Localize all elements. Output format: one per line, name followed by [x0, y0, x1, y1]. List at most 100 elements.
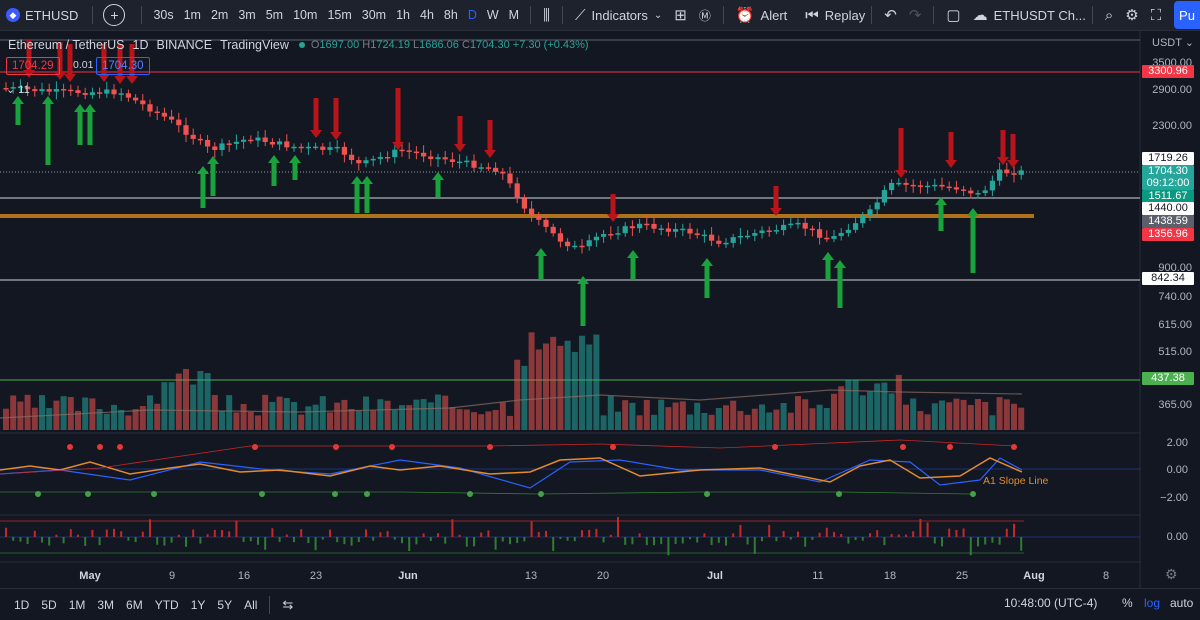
- candle: [125, 93, 131, 98]
- candle: [795, 222, 801, 225]
- candle: [183, 125, 189, 135]
- buy-price-button[interactable]: 1704.30: [96, 57, 150, 75]
- candle: [521, 198, 527, 209]
- volume-ma-line: [0, 389, 1023, 419]
- undo-icon[interactable]: ↶: [884, 7, 897, 24]
- layout-square-icon[interactable]: ▢: [946, 7, 961, 24]
- range-5d[interactable]: 5D: [41, 597, 57, 612]
- replay-button[interactable]: ⏮ Replay: [799, 0, 865, 30]
- symbol-search-button[interactable]: ◆ ETHUSD: [0, 0, 86, 30]
- search-icon[interactable]: ⌕: [1104, 6, 1114, 24]
- publish-button[interactable]: Pu: [1174, 1, 1200, 29]
- histogram-bar: [199, 537, 202, 544]
- bearish-signal-dot: [333, 444, 339, 450]
- volume-bar: [255, 415, 261, 430]
- candle: [442, 157, 448, 160]
- log-scale-toggle[interactable]: log: [1144, 596, 1161, 610]
- histogram-bar: [5, 527, 7, 537]
- interval-30m[interactable]: 30m: [361, 8, 387, 22]
- layout-name-button[interactable]: ☁ ETHUSDT Ch...: [967, 0, 1086, 30]
- goto-date-calendar-icon[interactable]: ⇆: [282, 596, 294, 612]
- histogram-bar: [444, 537, 447, 544]
- m-circle-icon[interactable]: Ⓜ: [698, 8, 711, 23]
- candle: [953, 187, 959, 190]
- histogram-bar: [451, 519, 454, 537]
- histogram-bar: [645, 537, 648, 546]
- indicators-button[interactable]: ⟋ Indicators ⌄: [569, 0, 668, 30]
- volume-bar: [579, 335, 585, 430]
- sell-signal-arrow: [26, 40, 32, 72]
- volume-bar: [442, 395, 449, 430]
- volume-bar: [211, 395, 218, 430]
- time-tick: Jul: [707, 570, 723, 582]
- candle: [737, 235, 743, 238]
- percent-scale-toggle[interactable]: %: [1122, 596, 1133, 610]
- range-1y[interactable]: 1Y: [190, 597, 206, 612]
- buy-signal-arrow: [210, 162, 216, 196]
- axis-settings-gear-icon[interactable]: ⚙: [1165, 566, 1178, 582]
- timezone-clock[interactable]: 10:48:00 (UTC-4): [1004, 596, 1098, 610]
- candle: [845, 229, 851, 233]
- candle: [536, 215, 542, 220]
- histogram-bar: [775, 537, 778, 542]
- interval-2m[interactable]: 2m: [210, 8, 229, 22]
- interval-4h[interactable]: 4h: [420, 8, 434, 22]
- volume-bar: [831, 393, 837, 430]
- interval-15m[interactable]: 15m: [327, 8, 352, 22]
- histogram-bar: [811, 537, 814, 540]
- interval-w[interactable]: W: [486, 8, 499, 22]
- histogram-bar: [12, 537, 15, 541]
- auto-scale-toggle[interactable]: auto: [1170, 596, 1194, 610]
- candle: [3, 88, 9, 90]
- volume-bar: [96, 409, 103, 430]
- indicators-collapse-toggle[interactable]: ⌄ 11: [6, 84, 30, 96]
- range-all[interactable]: All: [244, 597, 258, 612]
- compare-add-icon[interactable]: +: [103, 4, 126, 26]
- interval-5m[interactable]: 5m: [265, 8, 284, 22]
- volume-bar: [363, 396, 369, 430]
- fullscreen-icon[interactable]: ⛶: [1150, 6, 1162, 24]
- sell-price-button[interactable]: 1704.29: [6, 57, 60, 75]
- interval-d[interactable]: D: [467, 8, 477, 22]
- interval-1m[interactable]: 1m: [183, 8, 201, 22]
- range-1d[interactable]: 1D: [14, 597, 30, 612]
- candle: [154, 111, 160, 114]
- currency-label[interactable]: USDT ⌄: [1152, 37, 1195, 49]
- time-tick: 18: [883, 570, 897, 582]
- oscillator-tick: 0.00: [1166, 464, 1188, 476]
- buy-signal-arrow-head: [822, 252, 834, 260]
- interval-3m[interactable]: 3m: [238, 8, 256, 22]
- templates-grid-icon[interactable]: ⊞: [674, 7, 687, 24]
- candle: [147, 104, 153, 112]
- interval-1h[interactable]: 1h: [396, 8, 410, 22]
- interval-30s[interactable]: 30s: [153, 8, 174, 22]
- interval-10m[interactable]: 10m: [293, 8, 318, 22]
- candle: [709, 234, 715, 241]
- range-3m[interactable]: 3M: [97, 597, 115, 612]
- interval-8h[interactable]: 8h: [443, 8, 458, 22]
- gear-icon[interactable]: ⚙: [1125, 7, 1139, 24]
- candle: [917, 185, 923, 187]
- volume-bar: [730, 400, 737, 430]
- range-1m[interactable]: 1M: [68, 597, 86, 612]
- divider: [141, 6, 143, 24]
- range-ytd[interactable]: YTD: [154, 597, 179, 612]
- histogram-bar: [516, 537, 519, 544]
- candle: [658, 228, 664, 230]
- candle: [104, 89, 110, 94]
- histogram-bar: [897, 534, 900, 537]
- histogram-bar: [170, 537, 173, 543]
- chevron-down-icon[interactable]: ⌄: [653, 9, 663, 21]
- range-6m[interactable]: 6M: [126, 597, 143, 612]
- bar-countdown-badge: 09:12:00: [1142, 177, 1194, 190]
- interval-m[interactable]: M: [508, 8, 520, 22]
- price-badge: 1440.00: [1142, 202, 1194, 215]
- alert-button[interactable]: ⏰ Alert: [730, 0, 787, 30]
- candles-chart-type-icon[interactable]: ⫼: [543, 6, 550, 24]
- buy-signal-arrow: [15, 102, 21, 125]
- histogram-bar: [789, 537, 792, 540]
- volume-bar: [46, 408, 53, 430]
- range-5y[interactable]: 5Y: [217, 597, 233, 612]
- sell-signal-arrow-head: [770, 208, 782, 216]
